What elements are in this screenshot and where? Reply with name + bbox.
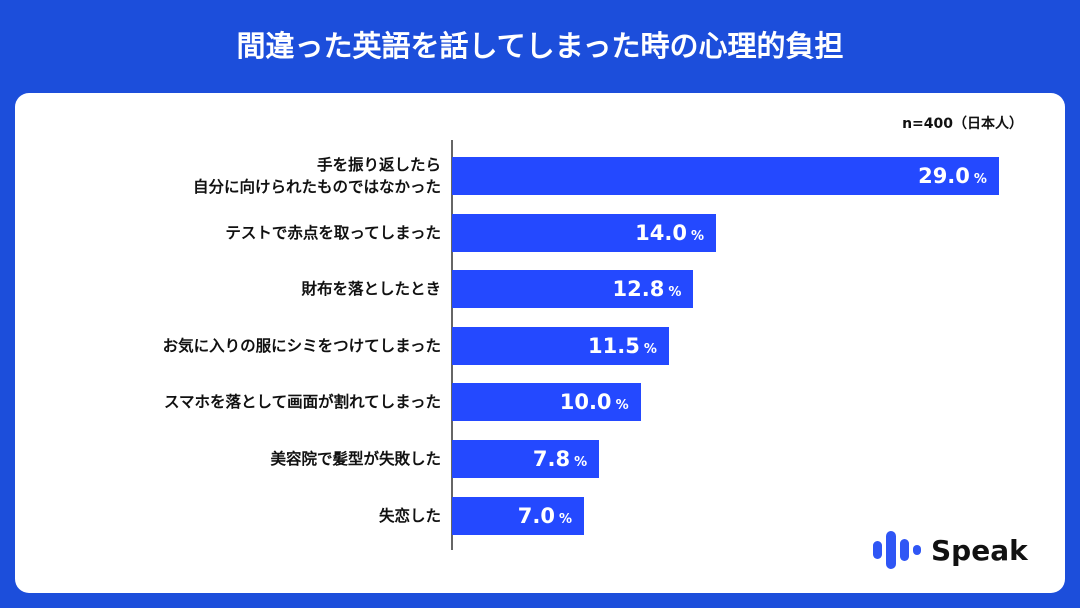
data-label: 7.8% [532,447,588,471]
bar: 7.0% [452,496,585,535]
data-label: 10.0% [559,390,629,415]
category-label: スマホを落として画面が割れてしまった [164,393,441,412]
logo-text: Speak [931,533,1028,567]
category-label: テストで赤点を取ってしまった [225,223,441,242]
category-label: お気に入りの服にシミをつけてしまった [162,336,441,355]
chart-card: n=400（日本人） 手を振り返したら 自分に向けられたものではなかった 29.0%… [15,93,1065,593]
bar: 12.8% [452,270,694,309]
y-axis-line [451,140,453,550]
chart-title: 間違った英語を話してしまった時の心理的負担 [236,29,844,63]
data-label: 29.0% [918,164,987,188]
speak-logo: Speak [873,531,1028,569]
data-label: 14.0% [635,220,705,245]
category-label: 財布を落としたとき [301,280,441,299]
bar: 7.8% [452,440,600,478]
category-label: 手を振り返したら 自分に向けられたものではなかった [192,156,441,196]
sample-size-note: n=400（日本人） [902,116,1023,132]
bar: 11.5% [452,326,669,365]
data-label: 12.8% [612,277,682,302]
category-label: 失恋した [378,506,441,525]
data-label: 11.5% [588,333,657,358]
bar: 29.0% [452,157,999,195]
bar: 10.0% [452,383,641,422]
category-label: 美容院で髪型が失敗した [270,450,441,468]
data-label: 7.0% [517,503,573,528]
bar: 14.0% [452,213,717,252]
